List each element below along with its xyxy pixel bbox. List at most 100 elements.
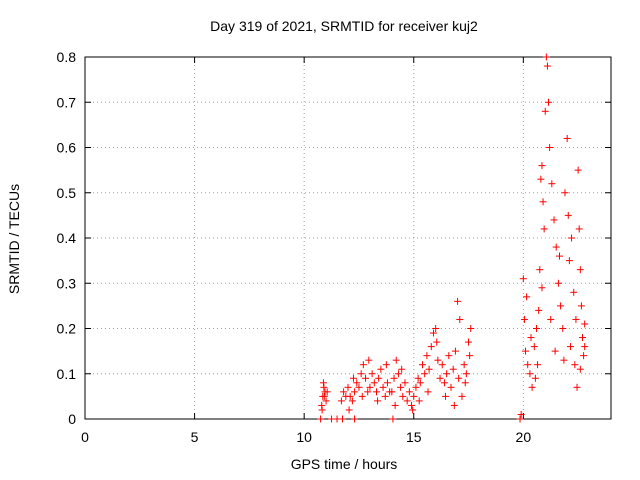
data-point [412, 383, 420, 391]
data-point [339, 415, 347, 423]
data-point [537, 175, 545, 183]
y-tick-label: 0.6 [57, 140, 77, 156]
plot-frame [84, 56, 612, 420]
data-point [460, 361, 468, 369]
data-point [579, 334, 587, 342]
data-point [574, 166, 582, 174]
data-point [548, 180, 556, 188]
data-point [366, 383, 374, 391]
data-point [440, 379, 448, 387]
data-point [427, 343, 435, 351]
data-point [345, 406, 353, 414]
data-point [432, 325, 440, 332]
data-point [571, 361, 579, 369]
data-point [320, 392, 328, 400]
data-point [368, 370, 376, 378]
data-point [526, 370, 534, 378]
data-point [445, 352, 453, 360]
data-point [530, 343, 538, 351]
data-point [520, 315, 528, 323]
data-point [540, 225, 548, 233]
data-point [462, 370, 470, 378]
data-point [421, 370, 429, 378]
data-point [519, 275, 527, 283]
data-point [565, 257, 573, 265]
chart-title: Day 319 of 2021, SRMTID for receiver kuj… [210, 18, 478, 34]
data-point [351, 388, 359, 396]
data-point [419, 361, 427, 369]
data-point [397, 383, 405, 391]
y-tick-label: 0.5 [57, 185, 77, 201]
data-point [536, 266, 544, 274]
x-axis-label: GPS time / hours [291, 456, 398, 472]
data-points [317, 53, 589, 423]
data-point [546, 144, 554, 151]
y-tick-label: 0 [68, 411, 76, 427]
data-point [443, 370, 451, 378]
data-point [572, 315, 580, 323]
data-point [577, 302, 585, 310]
data-point [317, 415, 325, 423]
data-point [538, 162, 546, 170]
axis-ticks [84, 56, 611, 420]
data-point [532, 325, 540, 332]
data-point [542, 53, 550, 61]
data-point [551, 347, 559, 355]
data-point [541, 107, 549, 115]
data-point [408, 401, 416, 409]
data-point [390, 374, 398, 382]
data-point [353, 379, 361, 387]
data-point [424, 388, 432, 396]
data-point [573, 383, 581, 391]
data-point [429, 329, 437, 337]
data-point [531, 374, 539, 382]
data-point [538, 284, 546, 292]
data-point [392, 356, 400, 364]
data-point [346, 392, 354, 400]
data-point [362, 374, 370, 382]
data-point [560, 356, 568, 364]
y-tick-label: 0.2 [57, 321, 77, 337]
data-point [337, 397, 345, 405]
x-tick-label: 0 [81, 429, 89, 445]
data-point [545, 98, 553, 106]
data-point [449, 365, 457, 373]
data-point [467, 325, 475, 332]
data-point [564, 211, 572, 219]
data-point [576, 266, 584, 274]
data-point [524, 361, 532, 369]
data-point [561, 189, 569, 197]
data-point [581, 343, 589, 351]
data-point [409, 406, 417, 414]
data-point [466, 352, 474, 360]
data-point [447, 383, 455, 391]
data-point [318, 406, 326, 414]
data-point [358, 392, 366, 400]
data-point [575, 225, 583, 233]
data-point [450, 401, 458, 409]
y-tick-label: 0.7 [57, 94, 77, 110]
y-axis-label: SRMTID / TECUs [6, 184, 22, 294]
data-point [323, 388, 331, 396]
data-point [465, 338, 473, 346]
data-point [401, 379, 409, 387]
data-point [403, 397, 411, 405]
data-point [383, 379, 391, 387]
x-tick-label: 5 [191, 429, 199, 445]
data-point [436, 374, 444, 382]
data-point [381, 392, 389, 400]
data-point [379, 383, 387, 391]
data-point [442, 392, 450, 400]
data-point [523, 293, 531, 301]
data-point [349, 374, 357, 382]
data-point [398, 365, 406, 373]
data-point [580, 352, 588, 360]
data-point [557, 302, 565, 310]
data-point [433, 338, 441, 346]
data-point [552, 243, 560, 251]
data-point [344, 383, 352, 391]
data-point [355, 383, 363, 391]
y-tick-label: 0.3 [57, 275, 77, 291]
data-point [554, 279, 562, 287]
data-point [566, 343, 574, 351]
